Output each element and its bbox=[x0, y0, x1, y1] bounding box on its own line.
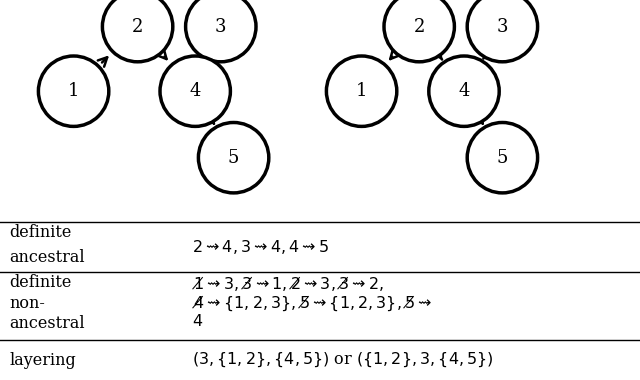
Text: layering: layering bbox=[10, 352, 76, 369]
Text: 2: 2 bbox=[413, 17, 425, 36]
Text: 3: 3 bbox=[215, 17, 227, 36]
Ellipse shape bbox=[38, 56, 109, 127]
Text: 5: 5 bbox=[497, 149, 508, 167]
Text: 1: 1 bbox=[68, 82, 79, 100]
Text: definite: definite bbox=[10, 224, 72, 241]
Text: $(3, \{1,2\}, \{4,5\})$ or $(\{1,2\}, 3, \{4,5\})$: $(3, \{1,2\}, \{4,5\})$ or $(\{1,2\}, 3,… bbox=[192, 351, 493, 369]
Text: 5: 5 bbox=[228, 149, 239, 167]
Text: $2 \leadsto 4, 3 \leadsto 4, 4 \leadsto 5$: $2 \leadsto 4, 3 \leadsto 4, 4 \leadsto … bbox=[192, 238, 329, 256]
Text: $1 \not\leadsto 3, 3 \not\leadsto 1, 2 \not\leadsto 3, 3 \not\leadsto 2,$: $1 \not\leadsto 3, 3 \not\leadsto 1, 2 \… bbox=[192, 274, 384, 293]
Text: 3: 3 bbox=[497, 17, 508, 36]
Ellipse shape bbox=[186, 0, 256, 62]
Ellipse shape bbox=[467, 122, 538, 193]
Ellipse shape bbox=[467, 0, 538, 62]
Text: $4$: $4$ bbox=[192, 313, 203, 330]
Ellipse shape bbox=[102, 0, 173, 62]
Ellipse shape bbox=[429, 56, 499, 127]
Text: 4: 4 bbox=[189, 82, 201, 100]
Ellipse shape bbox=[384, 0, 454, 62]
Text: ancestral: ancestral bbox=[10, 249, 85, 266]
Text: $4 \not\leadsto \{1,2,3\}, 5 \not\leadsto \{1,2,3\}, 5 \not\leadsto$: $4 \not\leadsto \{1,2,3\}, 5 \not\leadst… bbox=[192, 293, 432, 312]
Text: non-: non- bbox=[10, 294, 45, 312]
Text: 2: 2 bbox=[132, 17, 143, 36]
Ellipse shape bbox=[326, 56, 397, 127]
Ellipse shape bbox=[160, 56, 230, 127]
Text: 4: 4 bbox=[458, 82, 470, 100]
Text: 1: 1 bbox=[356, 82, 367, 100]
Text: ancestral: ancestral bbox=[10, 315, 85, 332]
Text: definite: definite bbox=[10, 274, 72, 291]
Ellipse shape bbox=[198, 122, 269, 193]
